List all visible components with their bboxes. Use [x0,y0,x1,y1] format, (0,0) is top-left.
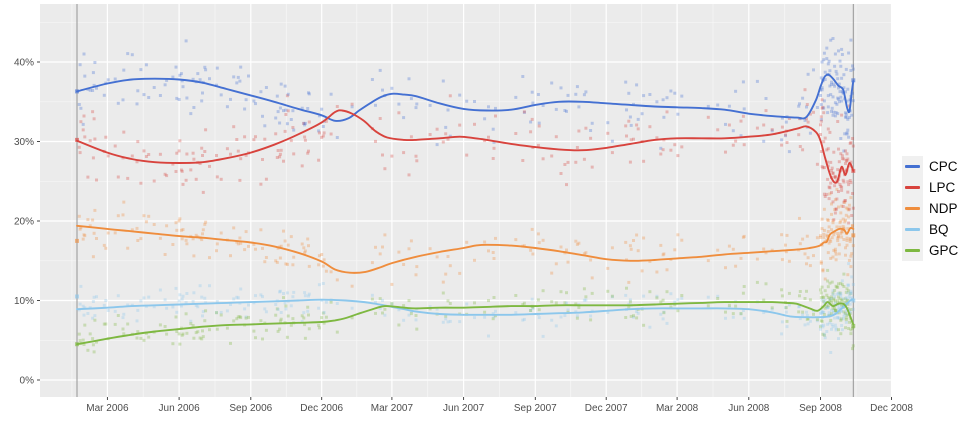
poll-scatter-points [75,37,856,354]
legend-label: BQ [929,222,949,237]
y-axis-tick-label: 10% [14,296,34,307]
legend-item-ndp: NDP [902,198,958,219]
x-axis-tick-label: Mar 2007 [371,403,414,414]
bq-line-swatch [905,228,920,231]
legend-label: LPC [929,180,956,195]
x-axis-tick-label: Sep 2008 [799,403,842,414]
legend-label: CPC [929,159,958,174]
trend-lines [76,73,855,346]
x-axis-tick-label: Sep 2006 [229,403,272,414]
legend-key [902,156,923,177]
x-axis-tick-label: Dec 2006 [300,403,343,414]
x-axis-tick-label: Sep 2007 [514,403,557,414]
axes: 0% 10% 20% 30% 40% Mar 2006 Jun 2006 Sep 2006 De… [14,58,913,415]
ndp-line-swatch [905,207,920,210]
x-axis-tick-label: Dec 2008 [870,403,913,414]
legend-key [902,240,923,261]
legend: CPC LPC NDP BQ GPC [902,156,958,261]
y-axis-tick-label: 40% [14,58,34,69]
trend-line-cpc [76,73,855,122]
legend-item-cpc: CPC [902,156,958,177]
minor-gridlines [40,4,892,397]
legend-item-lpc: LPC [902,177,958,198]
election-result-point-ndp [75,238,79,243]
x-axis-tick-label: Mar 2006 [86,403,129,414]
legend-key [902,198,923,219]
major-gridlines [40,4,893,397]
y-axis-tick-label: 0% [20,376,35,387]
x-axis-tick-label: Dec 2007 [585,403,628,414]
x-axis-tick-label: Jun 2007 [443,403,485,414]
election-result-point-gpc [851,323,856,328]
legend-label: NDP [929,201,958,216]
y-axis-tick-label: 30% [14,137,34,148]
cpc-line-swatch [905,165,920,168]
trend-line-lpc [76,109,855,184]
legend-item-gpc: GPC [902,240,958,261]
y-axis-tick-label: 20% [14,217,34,228]
legend-key [902,177,923,198]
election-result-point-ndp [851,233,856,238]
x-axis-tick-label: Mar 2008 [656,403,699,414]
trend-line-ndp [76,224,855,274]
lpc-line-swatch [905,186,920,189]
legend-item-bq: BQ [902,219,958,240]
x-axis-tick-label: Jun 2006 [159,403,201,414]
trend-line-bq [76,298,855,319]
trend-line-gpc [76,301,855,346]
legend-key [902,219,923,240]
legend-label: GPC [929,243,959,258]
election-result-point-bq [75,294,79,299]
election-reference-lines [76,4,854,397]
x-axis-tick-label: Jun 2008 [728,403,770,414]
plot-panel [40,4,892,397]
gpc-line-swatch [905,249,920,252]
